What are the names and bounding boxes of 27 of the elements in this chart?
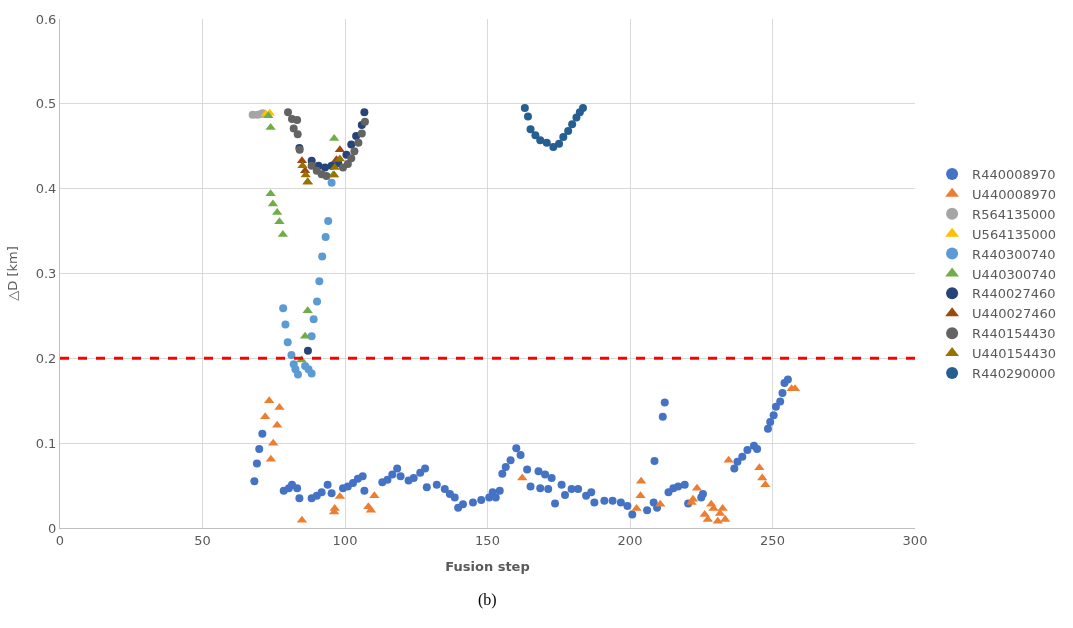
- legend-label: U440027460: [972, 306, 1057, 322]
- y-tick-label: 0.5: [35, 96, 57, 112]
- legend-label: R440300740: [972, 246, 1056, 262]
- legend-label: R440027460: [972, 286, 1056, 302]
- y-tick-label: 0.2: [35, 350, 57, 366]
- y-tick-label: 0.1: [35, 435, 57, 451]
- text: (b): [478, 591, 497, 609]
- x-tick-label: 300: [902, 532, 928, 548]
- legend-label: R564135000: [972, 206, 1056, 222]
- legend-label: U440154430: [972, 346, 1057, 362]
- legend-label: R440290000: [972, 366, 1056, 382]
- y-tick-label: 0.4: [35, 181, 57, 197]
- legend-label: U440008970: [972, 186, 1057, 202]
- y-tick-label: 0.3: [35, 266, 57, 282]
- legend-label: U564135000: [972, 226, 1057, 242]
- legend-label: U440300740: [972, 266, 1057, 282]
- x-tick-label: 150: [475, 532, 500, 548]
- x-tick-label: 100: [332, 532, 358, 548]
- x-axis-title: Fusion step: [445, 559, 530, 575]
- y-axis-title: △D [km]: [4, 246, 20, 301]
- x-tick-label: 50: [194, 532, 211, 548]
- legend-label: R440008970: [972, 167, 1056, 183]
- legend-label: R440154430: [972, 326, 1056, 342]
- x-tick-label: 200: [617, 532, 643, 548]
- y-tick-label: 0: [48, 520, 57, 536]
- x-tick-label: 250: [760, 532, 785, 548]
- y-tick-label: 0.6: [35, 11, 57, 27]
